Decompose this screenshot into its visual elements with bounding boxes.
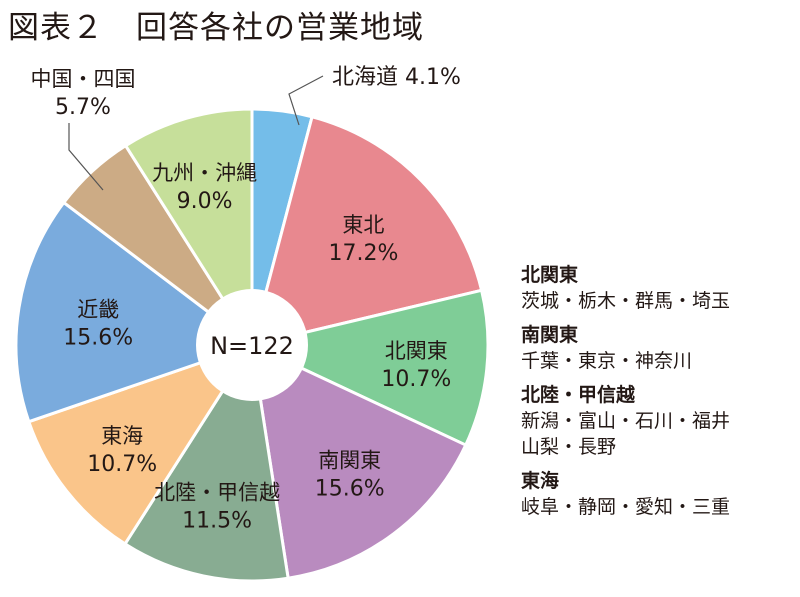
slice-6-value-label: 10.7% xyxy=(87,452,157,477)
region-note-minami-kanto: 南関東 千葉・東京・神奈川 xyxy=(521,322,796,374)
slice-1-label: 北海道 4.1% xyxy=(332,65,461,90)
slice-8-label: 中国・四国 xyxy=(31,67,136,91)
region-note-heading: 北陸・甲信越 xyxy=(521,384,636,406)
region-note-line: 岐阜・静岡・愛知・三重 xyxy=(521,496,731,518)
region-notes: 北関東 茨城・栃木・群馬・埼玉 南関東 千葉・東京・神奈川 北陸・甲信越 新潟・… xyxy=(521,262,796,528)
region-note-heading: 北関東 xyxy=(521,264,579,286)
region-note-line: 茨城・栃木・群馬・埼玉 xyxy=(521,290,731,312)
region-note-tokai: 東海 岐阜・静岡・愛知・三重 xyxy=(521,468,796,520)
region-note-kita-kanto: 北関東 茨城・栃木・群馬・埼玉 xyxy=(521,262,796,314)
region-note-heading: 南関東 xyxy=(521,324,579,346)
pie-chart: N=122 北海道 4.1% 東北 17.2% 北関東 10.7% 南関東 15.6% 北陸・甲… xyxy=(14,65,490,583)
slice-8-leader-line xyxy=(68,123,104,191)
slice-4-label: 南関東 xyxy=(318,448,381,472)
slice-7-label: 近畿 xyxy=(77,297,119,321)
slice-4-value-label: 15.6% xyxy=(315,476,385,501)
slice-5-value-label: 11.5% xyxy=(182,508,252,533)
region-note-hokuriku: 北陸・甲信越 新潟・富山・石川・福井 山梨・長野 xyxy=(521,382,796,460)
slice-9-value-label: 9.0% xyxy=(177,189,233,214)
slice-7-wedge xyxy=(14,201,254,424)
center-hole xyxy=(196,289,308,401)
slice-2-value-label: 17.2% xyxy=(328,241,398,266)
slice-8-value-label: 5.7% xyxy=(55,95,111,120)
center-label: N=122 xyxy=(210,332,294,360)
slice-3-wedge xyxy=(250,288,490,447)
region-note-line: 山梨・長野 xyxy=(521,436,617,458)
slice-5-label: 北陸・甲信越 xyxy=(154,480,280,504)
region-note-line: 千葉・東京・神奈川 xyxy=(521,350,693,372)
region-note-line: 新潟・富山・石川・福井 xyxy=(521,410,731,432)
slice-1-leader-line xyxy=(288,75,324,126)
slice-7-value-label: 15.6% xyxy=(63,325,133,350)
slice-2-wedge xyxy=(250,115,484,347)
slice-9-label: 九州・沖縄 xyxy=(152,161,257,185)
slice-5-wedge xyxy=(123,343,290,583)
region-note-heading: 東海 xyxy=(521,470,560,492)
slice-6-label: 東海 xyxy=(101,424,143,448)
slice-6-wedge xyxy=(27,343,254,546)
slice-3-label: 北関東 xyxy=(385,339,448,363)
slice-2-label: 東北 xyxy=(342,213,384,237)
slice-3-value-label: 10.7% xyxy=(381,367,451,392)
chart-title: 図表２ 回答各社の営業地域 xyxy=(8,10,424,46)
slice-9-wedge xyxy=(124,107,254,347)
slice-4-wedge xyxy=(250,343,468,580)
